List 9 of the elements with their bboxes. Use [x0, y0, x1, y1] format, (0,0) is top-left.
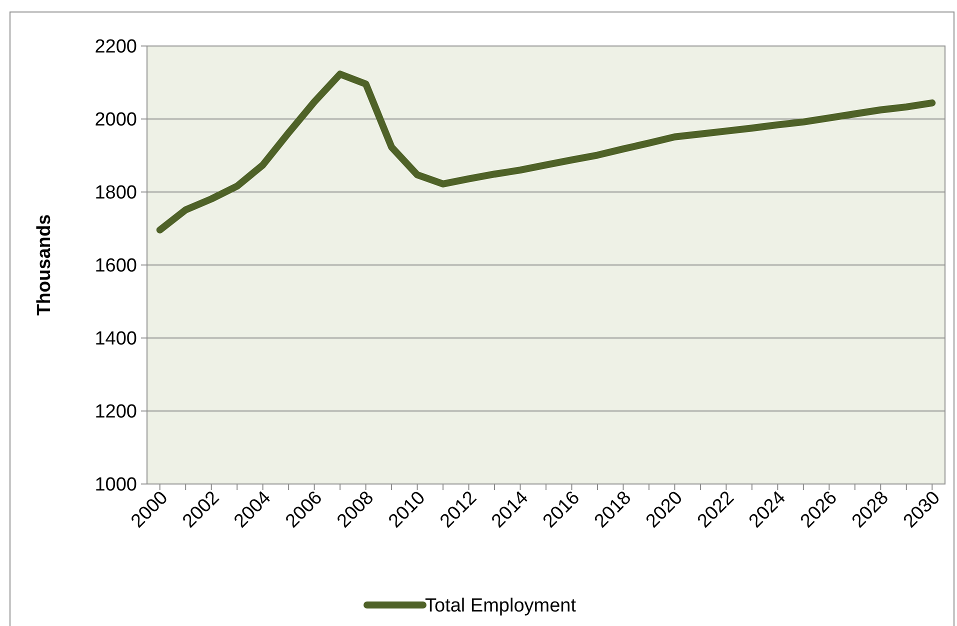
y-tick-label: 2200 — [94, 36, 137, 58]
y-tick-label: 1000 — [94, 474, 137, 496]
legend-label: Total Employment — [425, 596, 577, 617]
y-tick-label: 2000 — [94, 110, 137, 131]
y-tick-label: 1400 — [94, 328, 137, 350]
y-tick-label: 1800 — [94, 182, 137, 204]
y-tick-label: 1200 — [94, 402, 137, 423]
y-tick-label: 1600 — [94, 256, 137, 277]
y-axis-title: Thousands — [34, 214, 55, 316]
